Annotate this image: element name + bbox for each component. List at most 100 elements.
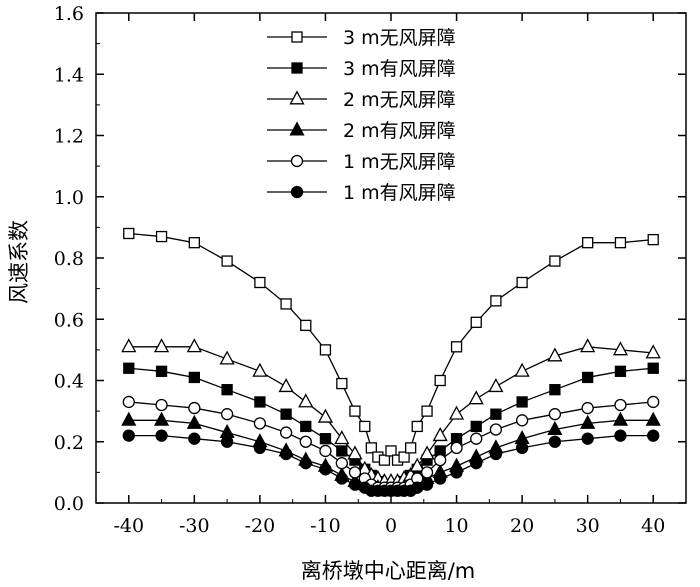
data-point — [409, 457, 425, 472]
data-point — [319, 344, 332, 356]
data-point — [489, 447, 503, 461]
data-point — [470, 457, 483, 470]
data-point — [280, 408, 292, 420]
data-point — [319, 433, 332, 445]
series-3 — [121, 338, 661, 488]
data-point — [253, 417, 267, 430]
y-tick-label: 0.2 — [54, 432, 84, 454]
data-point — [155, 429, 168, 442]
legend-label: 1 m有风屏障 — [343, 182, 456, 204]
data-point — [470, 420, 482, 433]
data-point — [580, 414, 596, 429]
legend-item: 2 m无风屏障 — [267, 89, 456, 111]
data-point — [280, 298, 292, 310]
data-point — [420, 466, 434, 479]
y-tick-label: 0.0 — [54, 493, 84, 515]
legend-marker — [290, 185, 304, 199]
data-point — [188, 237, 200, 249]
y-tick-label: 1.6 — [54, 3, 84, 25]
legend-item: 2 m有风屏障 — [267, 120, 456, 142]
data-point — [220, 408, 234, 421]
x-tick-label: 0 — [385, 515, 397, 537]
y-axis-label: 风速系数 — [7, 220, 31, 304]
data-point — [547, 347, 563, 362]
y-tick-label: 1.4 — [54, 64, 84, 86]
legend-label: 3 m无风屏障 — [343, 27, 456, 49]
x-tick-label: -30 — [179, 515, 210, 537]
data-point — [419, 445, 435, 460]
data-point — [420, 478, 434, 491]
data-point — [254, 396, 266, 408]
data-point — [612, 411, 629, 426]
data-point — [489, 423, 503, 436]
data-point — [450, 341, 463, 353]
data-point — [405, 442, 417, 454]
data-point — [434, 453, 447, 467]
data-point — [348, 466, 362, 479]
data-point — [581, 432, 594, 445]
data-point — [614, 365, 627, 377]
data-point — [421, 405, 433, 417]
y-tick-label: 1.0 — [54, 187, 84, 209]
legend-item: 3 m有风屏障 — [267, 58, 456, 80]
data-point — [253, 441, 267, 455]
data-point — [186, 414, 202, 429]
data-point — [448, 405, 465, 420]
data-point — [121, 411, 137, 426]
data-point — [548, 408, 562, 421]
data-point — [549, 384, 561, 396]
y-tick-label: 0.8 — [54, 248, 84, 270]
data-point — [186, 338, 202, 353]
data-point — [336, 445, 348, 457]
data-point — [317, 408, 334, 423]
data-point — [450, 441, 463, 455]
data-point — [385, 445, 397, 457]
legend-label: 2 m无风屏障 — [343, 89, 456, 111]
data-point — [470, 316, 482, 328]
x-tick-label: 30 — [576, 515, 600, 537]
legend-marker — [291, 62, 303, 74]
legend-item: 1 m无风屏障 — [267, 151, 456, 173]
data-point — [645, 344, 661, 359]
x-tick-label: 10 — [444, 515, 468, 537]
data-point — [334, 430, 350, 445]
data-point — [219, 350, 235, 365]
data-point — [515, 441, 529, 455]
x-tick-label: -40 — [113, 515, 144, 537]
data-point — [299, 435, 312, 448]
legend-label: 3 m有风屏障 — [343, 58, 456, 80]
data-point — [581, 401, 594, 415]
data-point — [155, 398, 168, 412]
data-point — [123, 227, 135, 240]
data-point — [155, 365, 168, 377]
data-point — [220, 435, 234, 448]
data-point — [547, 420, 563, 435]
y-tick-label: 1.2 — [54, 126, 84, 148]
data-point — [647, 362, 659, 374]
data-point — [122, 429, 135, 442]
data-point — [221, 255, 233, 267]
legend: 3 m无风屏障 3 m有风屏障 2 m无风屏障 2 m有风屏障 1 m无风屏障 1 m有风… — [267, 27, 456, 204]
x-axis-ticks: -40 -30 -20 -10 0 10 20 30 40 — [95, 13, 687, 537]
data-point — [279, 447, 293, 461]
data-point — [378, 454, 391, 466]
data-point — [298, 393, 314, 408]
data-point — [434, 472, 447, 485]
data-point — [490, 408, 502, 420]
data-point — [365, 442, 377, 454]
data-point — [188, 401, 201, 415]
data-point — [490, 295, 502, 307]
data-point — [278, 378, 294, 393]
data-point — [347, 445, 363, 460]
data-point — [434, 374, 446, 387]
legend-marker — [289, 90, 305, 105]
data-point — [279, 426, 293, 439]
data-point — [398, 451, 410, 463]
legend-item: 3 m无风屏障 — [267, 27, 456, 49]
data-point — [153, 411, 170, 426]
y-tick-label: 0.6 — [54, 309, 84, 331]
data-point — [122, 395, 135, 409]
series-line — [128, 346, 654, 483]
data-point — [123, 362, 135, 374]
